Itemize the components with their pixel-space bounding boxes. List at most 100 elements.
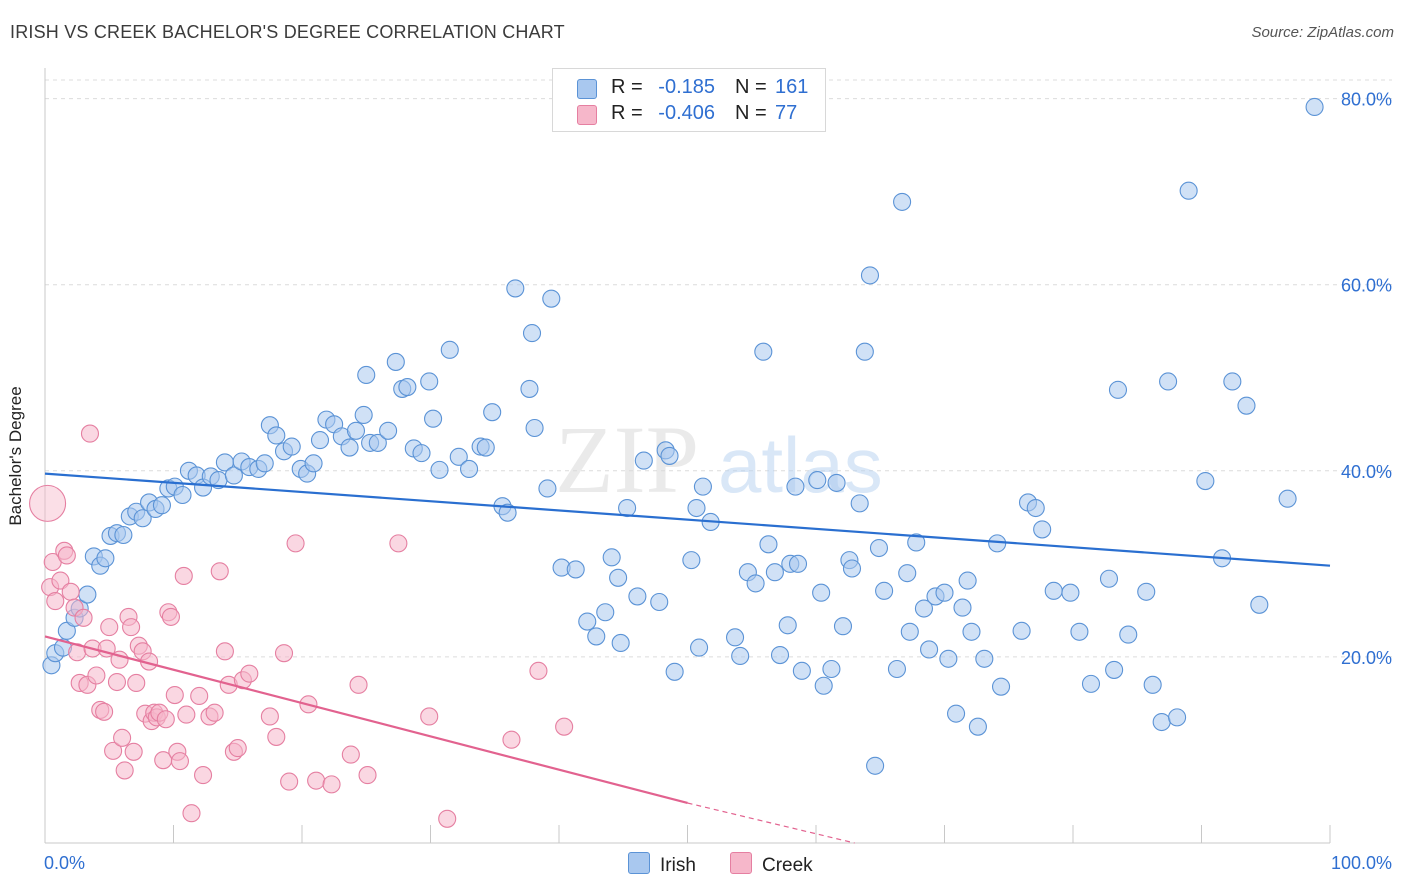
creek-points xyxy=(29,424,574,828)
creek-point xyxy=(205,703,224,722)
creek-point xyxy=(57,546,76,565)
irish-n-value: 161 xyxy=(775,76,809,98)
irish-point xyxy=(754,342,773,361)
creek-point xyxy=(107,672,127,692)
x-tick-label-max: 100.0% xyxy=(1331,853,1392,873)
irish-point xyxy=(1061,583,1080,602)
irish-point xyxy=(628,587,647,606)
irish-point xyxy=(578,612,597,631)
creek-point xyxy=(349,675,368,694)
creek-point xyxy=(165,686,184,705)
irish-point xyxy=(267,426,286,445)
irish-point xyxy=(224,466,243,485)
creek-swatch xyxy=(577,105,597,125)
creek-point xyxy=(194,766,213,785)
irish-point xyxy=(770,645,790,665)
irish-point xyxy=(542,289,561,308)
irish-point xyxy=(379,421,398,440)
y-tick-label: 20.0% xyxy=(1341,648,1392,668)
irish-point xyxy=(1143,675,1162,694)
irish-point xyxy=(822,659,841,679)
irish-point xyxy=(1119,625,1138,644)
irish-point xyxy=(887,659,907,679)
irish-point xyxy=(792,661,811,680)
irish-point xyxy=(602,548,621,567)
irish-point xyxy=(1033,520,1052,539)
irish-point xyxy=(310,431,330,450)
creek-point xyxy=(260,707,279,726)
creek-point xyxy=(124,742,143,761)
irish-point xyxy=(731,646,750,666)
irish-point xyxy=(975,649,994,668)
irish-point xyxy=(850,494,869,513)
irish-point xyxy=(634,451,653,470)
creek-point xyxy=(389,534,408,553)
irish-point xyxy=(907,533,926,552)
irish-point xyxy=(152,496,171,515)
grid-lines xyxy=(45,79,1392,658)
irish-point xyxy=(173,485,192,505)
irish-point xyxy=(778,616,797,635)
irish-point xyxy=(1223,372,1242,391)
creek-point xyxy=(280,772,299,791)
irish-point xyxy=(1152,712,1171,732)
irish-point xyxy=(814,676,833,695)
irish-point xyxy=(869,538,889,558)
irish-swatch xyxy=(577,79,597,99)
creek-point xyxy=(156,710,175,729)
irish-point xyxy=(953,598,972,617)
irish-point xyxy=(875,581,894,600)
irish-point xyxy=(609,568,628,587)
irish-point xyxy=(900,622,919,641)
creek-point xyxy=(210,562,229,581)
irish-point xyxy=(357,365,376,385)
irish-point xyxy=(1105,660,1124,679)
irish-point xyxy=(939,649,958,668)
creek-point xyxy=(529,661,548,680)
watermark: ZIP atlas xyxy=(555,406,883,513)
x-tick-label-min: 0.0% xyxy=(44,853,85,873)
irish-point xyxy=(682,551,701,570)
correlation-legend: R = -0.185 N = 161 R = -0.406 N = 77 xyxy=(552,68,826,132)
irish-point xyxy=(833,617,853,636)
irish-point xyxy=(78,585,97,604)
irish-point xyxy=(618,498,637,518)
irish-point xyxy=(525,418,544,438)
irish-point xyxy=(866,756,885,775)
irish-point xyxy=(1081,674,1101,693)
creek-point xyxy=(115,761,134,780)
irish-trend-line xyxy=(44,472,1331,567)
axes xyxy=(44,68,1331,844)
irish-point xyxy=(788,554,808,573)
irish-point xyxy=(687,498,706,518)
irish-point xyxy=(660,446,679,465)
creek-point xyxy=(74,608,93,627)
creek-point xyxy=(51,571,70,590)
irish-point xyxy=(860,266,880,285)
creek-point xyxy=(420,707,439,726)
creek-n-label: N = xyxy=(735,102,767,124)
creek-point xyxy=(104,741,123,760)
creek-r-value: -0.406 xyxy=(658,102,715,124)
irish-point xyxy=(1026,498,1045,518)
creek-point xyxy=(174,566,193,586)
creek-point xyxy=(358,766,377,785)
irish-point xyxy=(893,192,912,211)
irish-point xyxy=(759,535,778,554)
irish-point xyxy=(1099,569,1119,588)
irish-point xyxy=(420,372,439,391)
creek-point xyxy=(100,618,119,637)
chart-title: IRISH VS CREEK BACHELOR'S DEGREE CORRELA… xyxy=(10,22,565,42)
irish-n-label: N = xyxy=(735,76,767,98)
irish-point xyxy=(1108,380,1128,399)
creek-trend-line xyxy=(44,635,688,805)
irish-point xyxy=(842,559,862,578)
irish-point xyxy=(611,633,630,652)
irish-point xyxy=(827,473,846,492)
y-tick-label: 40.0% xyxy=(1341,462,1392,482)
irish-point xyxy=(538,479,557,498)
irish-point xyxy=(920,640,939,659)
creek-point xyxy=(240,664,259,683)
creek-n-value: 77 xyxy=(775,102,798,124)
